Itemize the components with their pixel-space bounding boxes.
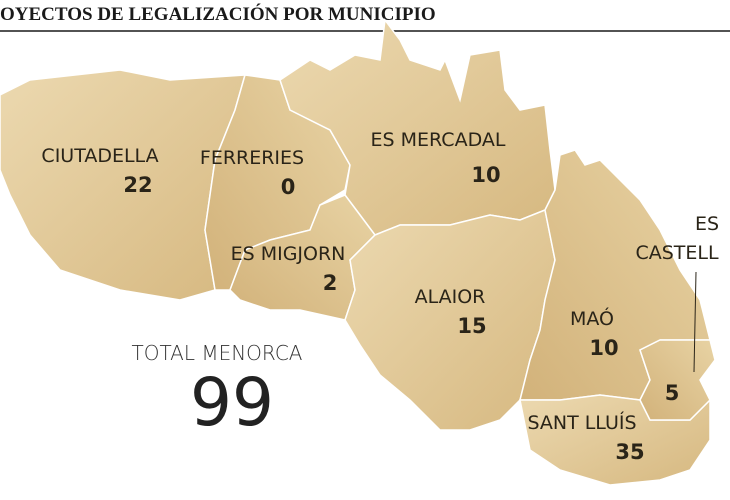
total-label: TOTAL MENORCA — [132, 341, 303, 365]
municipality-name: CASTELL — [635, 242, 719, 264]
municipality-value: 15 — [457, 314, 486, 338]
municipality-name: SANT LLUÍS — [527, 411, 636, 434]
municipality-name: FERRERIES — [200, 147, 304, 169]
map — [0, 18, 716, 486]
municipality-value: 2 — [323, 271, 338, 295]
municipality-value: 0 — [281, 175, 296, 199]
municipality-name: MAÓ — [570, 306, 614, 330]
region-sant-lluis — [519, 394, 711, 486]
title: OYECTOS DE LEGALIZACIÓN POR MUNICIPIO — [0, 3, 436, 25]
municipality-value: 5 — [665, 381, 680, 405]
municipality-name: ES MERCADAL — [371, 129, 506, 151]
total-value: 99 — [190, 364, 274, 441]
region-es-castell — [639, 339, 716, 421]
municipality-value: 10 — [589, 336, 618, 360]
leader-line — [693, 271, 697, 373]
municipality-value: 35 — [615, 440, 644, 464]
municipality-name: ALAIOR — [415, 286, 486, 308]
municipality-name: ES MIGJORN — [231, 243, 346, 265]
municipality-name: CIUTADELLA — [41, 145, 158, 167]
municipality-value: 10 — [471, 163, 500, 187]
municipality-value: 22 — [123, 173, 152, 197]
municipality-name: ES — [695, 213, 719, 235]
